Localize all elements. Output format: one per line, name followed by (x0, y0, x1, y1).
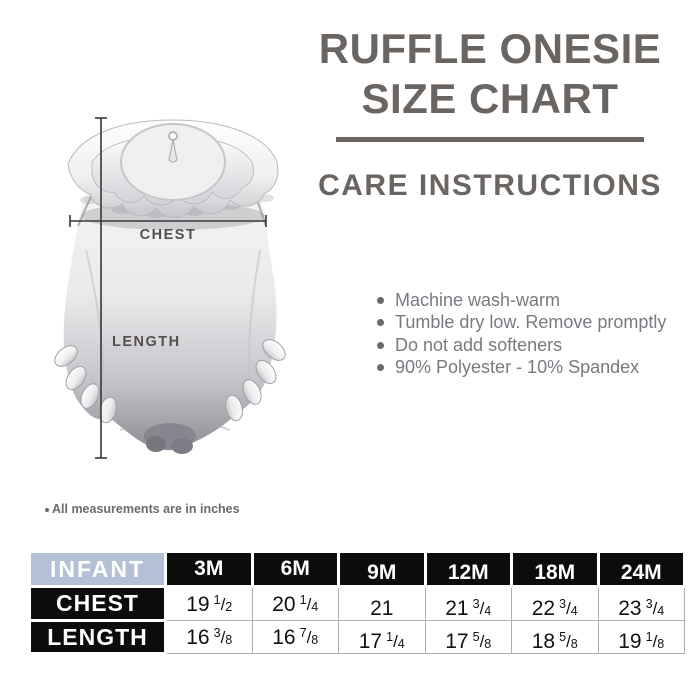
page-title-line1: RUFFLE ONESIE (318, 25, 662, 72)
size-column-header: 12M (423, 550, 513, 588)
size-value-cell: 21 (338, 586, 426, 621)
size-column-header: 6M (250, 550, 340, 588)
keyhole-opening (168, 131, 178, 163)
row-header-chest: CHEST (28, 585, 167, 622)
length-measure-label: LENGTH (112, 334, 181, 350)
size-value-cell: 20 1/4 (251, 586, 339, 621)
page-title: RUFFLE ONESIE SIZE CHART (303, 24, 677, 142)
bullet-icon (377, 341, 384, 349)
size-value-cell: 18 5/8 (511, 620, 599, 654)
page-title-line2: SIZE CHART (361, 75, 619, 122)
measurements-footnote: All measurements are in inches (45, 502, 240, 516)
chest-measure-line (69, 215, 267, 227)
care-item-text: Machine wash-warm (395, 290, 561, 310)
ruffle-collar (67, 119, 279, 218)
size-value-cell: 19 1/2 (165, 586, 253, 621)
crotch-shading (144, 423, 196, 454)
title-underline-divider (336, 137, 644, 142)
table-row-length: LENGTH 16 3/8 16 7/8 17 1/4 17 5/8 18 5/8 19 1… (28, 619, 685, 655)
care-instructions-heading: CARE INSTRUCTIONS (318, 169, 662, 202)
table-header-row: INFANT 3M 6M 9M 12M 18M 24M (28, 550, 686, 588)
onesie-photo (54, 117, 286, 459)
size-value-cell: 23 3/4 (597, 586, 685, 621)
care-list-item: Machine wash-warm (377, 289, 666, 311)
bullet-icon (377, 364, 384, 372)
chest-measure-label: CHEST (139, 227, 197, 243)
care-item-text: Tumble dry low. Remove promptly (395, 312, 667, 333)
size-value-cell: 17 1/4 (338, 620, 426, 654)
row-header-length: LENGTH (28, 619, 167, 655)
care-item-text: Do not add softeners (395, 334, 563, 355)
bullet-icon (45, 508, 49, 512)
size-value-cell: 16 7/8 (251, 620, 339, 654)
bullet-icon (377, 319, 384, 327)
size-column-header: 9M (337, 550, 427, 588)
size-column-header: 3M (164, 550, 254, 588)
size-value-cell: 16 3/8 (165, 620, 253, 654)
size-chart-table: INFANT 3M 6M 9M 12M 18M 24M CHEST 19 1/2 … (28, 550, 686, 655)
size-value-cell: 22 3/4 (511, 586, 599, 621)
care-item-text: 90% Polyester - 10% Spandex (395, 357, 640, 378)
care-list-item: Do not add softeners (377, 334, 666, 356)
care-list-item: 90% Polyester - 10% Spandex (377, 356, 666, 378)
care-list-item: Tumble dry low. Remove promptly (377, 311, 666, 333)
size-value-cell: 19 1/8 (597, 620, 685, 654)
footnote-text: All measurements are in inches (52, 502, 240, 516)
bullet-icon (377, 297, 384, 304)
care-instructions-list: Machine wash-warm Tumble dry low. Remove… (377, 289, 666, 379)
size-value-cell: 21 3/4 (424, 586, 512, 621)
corner-cell-infant: INFANT (28, 550, 167, 588)
length-measure-line (95, 117, 107, 459)
leg-ruffles (54, 339, 286, 424)
table-row-chest: CHEST 19 1/2 20 1/4 21 21 3/4 22 3/4 23 3/4 (28, 585, 685, 622)
size-value-cell: 17 5/8 (424, 620, 512, 654)
size-column-header: 18M (510, 550, 600, 588)
size-column-header: 24M (596, 550, 686, 588)
